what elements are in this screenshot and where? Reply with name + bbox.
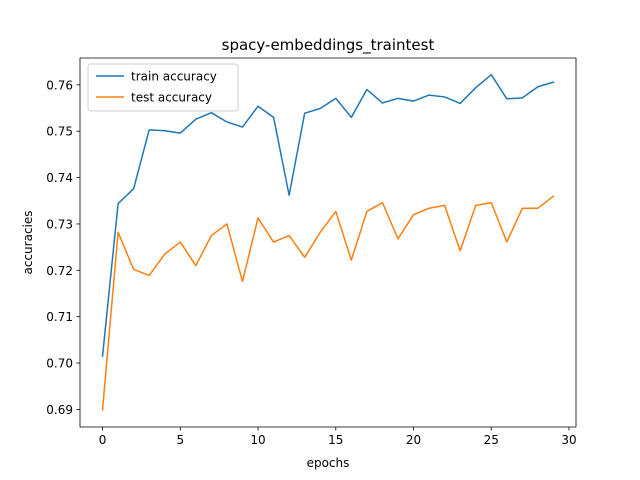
y-axis-label: accuracies: [21, 210, 35, 274]
y-tick-label: 0.71: [46, 310, 73, 324]
y-tick-label: 0.70: [46, 357, 73, 371]
x-axis-label: epochs: [307, 456, 350, 470]
series-line-test: [101, 195, 555, 411]
y-axis: 0.69 0.70 0.71 0.72 0.73 0.74 0.75 0.76: [46, 78, 80, 417]
legend-label-train: train accuracy: [131, 70, 217, 84]
legend: train accuracy test accuracy: [87, 63, 239, 112]
y-tick-label: 0.69: [46, 403, 73, 417]
y-tick-label: 0.74: [46, 171, 73, 185]
x-tick-label: 5: [176, 433, 184, 447]
y-tick-label: 0.76: [46, 78, 73, 92]
chart-title: spacy-embeddings_traintest: [222, 36, 435, 55]
x-tick-label: 0: [99, 433, 107, 447]
x-tick-label: 25: [484, 433, 499, 447]
series-layer: [101, 73, 555, 411]
y-tick-label: 0.73: [46, 217, 73, 231]
y-tick-label: 0.75: [46, 125, 73, 139]
y-tick-label: 0.72: [46, 264, 73, 278]
x-tick-label: 30: [561, 433, 576, 447]
x-tick-label: 15: [328, 433, 343, 447]
axes-frame: [79, 57, 577, 428]
legend-label-test: test accuracy: [131, 91, 212, 105]
legend-box: [87, 63, 239, 112]
x-tick-label: 10: [250, 433, 265, 447]
x-tick-label: 20: [406, 433, 421, 447]
plot-area: [80, 58, 576, 427]
series-line-train: [101, 73, 555, 357]
x-axis: 0 5 10 15 20 25 30: [99, 427, 577, 447]
